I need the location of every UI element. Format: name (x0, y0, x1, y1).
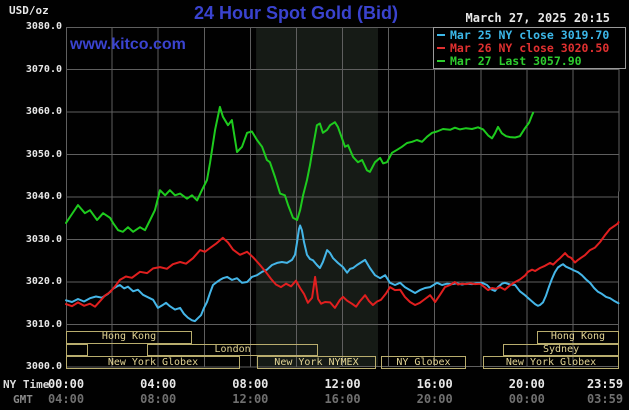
price-line-mar-25 (65, 224, 620, 323)
price-chart (65, 26, 620, 368)
gmt-tick-label: 08:00 (140, 392, 177, 406)
y-tick-label: 3010.0 (25, 318, 62, 330)
y-tick-label: 3050.0 (25, 148, 62, 160)
gmt-tick-label: 00:00 (508, 392, 545, 406)
y-tick-label: 3070.0 (25, 63, 62, 75)
legend-dash-icon (437, 33, 445, 36)
ny-time-tick-label: 23:59 (586, 377, 624, 391)
ny-time-tick-label: 16:00 (416, 377, 453, 391)
y-tick-label: 3040.0 (25, 191, 62, 202)
legend-item-mar25: Mar 25 NY close 3019.70 (437, 29, 622, 42)
kitco-watermark-link[interactable]: www.kitco.com (70, 36, 186, 53)
datetime-label: March 27, 2025 20:15 (465, 11, 611, 25)
price-line-mar-26 (65, 221, 620, 309)
chart-legend: Mar 25 NY close 3019.70 Mar 26 NY close 3… (433, 27, 626, 69)
legend-label: Mar 25 NY close 3019.70 (450, 28, 610, 42)
gmt-tick-label: 20:00 (416, 392, 453, 406)
y-tick-label: 3060.0 (25, 106, 62, 117)
gmt-tick-label: 03:59 (586, 392, 624, 406)
horizontal-gridline (65, 366, 620, 368)
price-line-mar-27 (65, 105, 535, 233)
legend-label: Mar 27 Last 3057.90 (450, 54, 582, 68)
session-box-new-york-nymex: New York NYMEX (257, 356, 376, 369)
ny-time-tick-label: 08:00 (232, 377, 269, 391)
gmt-tick-label: 12:00 (232, 392, 269, 406)
legend-dash-icon (437, 46, 445, 49)
ny-time-tick-label: 20:00 (508, 377, 545, 391)
legend-label: Mar 26 NY close 3020.50 (450, 41, 610, 55)
gmt-tick-label: 04:00 (47, 392, 85, 406)
unit-label: USD/oz (9, 4, 49, 17)
ny-time-axis-caption: NY Time (3, 378, 50, 391)
ny-time-tick-label: 04:00 (140, 377, 177, 391)
ny-time-tick-label: 00:00 (47, 377, 85, 391)
session-box-hong-kong: Hong Kong (66, 331, 193, 344)
gmt-axis-caption: GMT (13, 393, 33, 406)
page-title: 24 Hour Spot Gold (Bid) (194, 3, 398, 23)
session-box-london: London (147, 343, 319, 356)
session-box-new-york-globex: New York Globex (483, 356, 619, 369)
y-tick-label: 3020.0 (25, 276, 62, 287)
session-box-ny-globex: NY Globex (380, 356, 466, 369)
y-tick-label: 3030.0 (25, 233, 62, 245)
gmt-tick-label: 16:00 (324, 392, 361, 406)
ny-time-tick-label: 12:00 (324, 377, 361, 391)
session-box-new-york-globex: New York Globex (66, 356, 240, 369)
legend-item-mar27: Mar 27 Last 3057.90 (437, 55, 622, 68)
legend-dash-icon (437, 59, 445, 62)
legend-item-mar26: Mar 26 NY close 3020.50 (437, 42, 622, 55)
y-tick-label: 3080.0 (25, 21, 62, 32)
session-box-hong-kong: Hong Kong (536, 331, 619, 344)
y-tick-label: 3000.0 (25, 361, 62, 372)
session-box (66, 343, 88, 356)
session-box-sydney: Sydney (503, 343, 619, 356)
